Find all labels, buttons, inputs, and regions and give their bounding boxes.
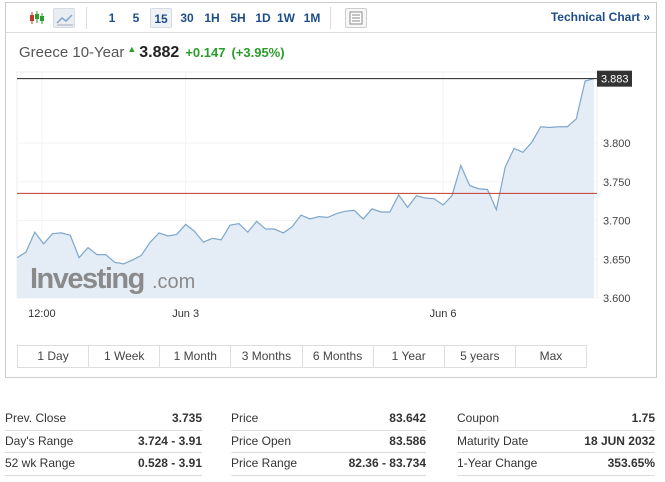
stat-value: 82.36 - 83.734 — [348, 456, 426, 470]
stat-row: Maturity Date 18 JUN 2032 — [457, 431, 655, 453]
range-6-months[interactable]: 6 Months — [303, 346, 374, 367]
y-tick-label: 3.700 — [603, 216, 631, 228]
stat-label: Price Open — [231, 433, 292, 448]
instrument-name: Greece 10-Year — [19, 44, 125, 61]
candlestick-icon[interactable] — [26, 8, 48, 28]
investing-logo: Investing — [30, 263, 144, 295]
stat-row: Price Range 82.36 - 83.734 — [231, 453, 426, 476]
stat-label: Maturity Date — [457, 433, 529, 448]
stat-row: 1-Year Change 353.65% — [457, 453, 655, 476]
stat-row: Price Open 83.586 — [231, 431, 426, 453]
stat-value: 0.528 - 3.91 — [137, 456, 202, 470]
price-change: +0.147 — [185, 45, 226, 60]
time-range-selector: 1 Day 1 Week 1 Month 3 Months 6 Months 1 Year… — [17, 345, 587, 368]
x-tick-label: Jun 3 — [172, 308, 199, 320]
y-tick-label: 3.650 — [603, 254, 631, 266]
stat-value: 83.642 — [389, 411, 426, 425]
price-change-percent: (+3.95%) — [231, 45, 285, 60]
current-price-label: 3.883 — [601, 74, 629, 86]
stat-row: Day's Range 3.724 - 3.91 — [5, 431, 202, 453]
table-view-icon[interactable] — [345, 8, 367, 28]
last-price: 3.882 — [139, 44, 180, 61]
y-tick-label: 3.600 — [603, 293, 631, 305]
investing-logo: .com — [152, 271, 195, 293]
y-tick-label: 3.750 — [603, 177, 631, 189]
stat-label: Coupon — [457, 411, 500, 425]
price-line — [16, 78, 595, 265]
range-1-month[interactable]: 1 Month — [160, 346, 232, 367]
interval-5H[interactable]: 5H — [230, 11, 246, 25]
interval-1[interactable]: 1 — [108, 11, 116, 25]
stat-value: 1.75 — [631, 411, 655, 425]
range-3-months[interactable]: 3 Months — [231, 346, 303, 367]
interval-5[interactable]: 5 — [132, 11, 140, 25]
y-tick-label: 3.800 — [603, 138, 631, 150]
stat-row: Prev. Close 3.735 — [5, 408, 202, 431]
stat-value: 18 JUN 2032 — [584, 433, 655, 448]
interval-1H[interactable]: 1H — [204, 11, 220, 25]
stat-value: 353.65% — [607, 456, 655, 470]
stat-row: Coupon 1.75 — [457, 408, 655, 431]
stat-value: 3.735 — [171, 411, 202, 425]
price-area — [17, 78, 594, 298]
interval-1M[interactable]: 1M — [303, 11, 321, 25]
interval-30[interactable]: 30 — [180, 11, 194, 25]
range-1-week[interactable]: 1 Week — [89, 346, 161, 367]
stat-label: Prev. Close — [5, 411, 67, 425]
interval-1D[interactable]: 1D — [255, 11, 271, 25]
quote-header: Greece 10-Year ▲ 3.882 +0.147 (+3.95%) — [19, 44, 285, 62]
price-chart[interactable]: 3.600 3.650 3.700 3.750 3.800 12:00 Jun 3 Jun 6… — [0, 0, 665, 340]
stats-column: Coupon 1.75 Maturity Date 18 JUN 2032 1-Year… — [457, 408, 655, 476]
line-chart-icon[interactable] — [53, 8, 75, 28]
stat-value: 3.724 - 3.91 — [137, 433, 202, 448]
stat-row: Price 83.642 — [231, 408, 426, 431]
stat-label: 52 wk Range — [5, 456, 76, 470]
stat-value: 83.586 — [389, 433, 426, 448]
chart-widget: 1 5 15 30 1H 5H 1D 1W 1M Technical Chart » Greec… — [5, 2, 657, 378]
range-1-year[interactable]: 1 Year — [374, 346, 445, 367]
technical-chart-link[interactable]: Technical Chart » — [550, 10, 650, 24]
stat-row: 52 wk Range 0.528 - 3.91 — [5, 453, 202, 476]
range-5-years[interactable]: 5 years — [445, 346, 516, 367]
interval-15[interactable]: 15 — [150, 8, 172, 28]
range-1-day[interactable]: 1 Day — [18, 346, 90, 367]
x-tick-label: Jun 6 — [430, 308, 457, 320]
stat-label: Price — [231, 411, 259, 425]
stat-label: 1-Year Change — [457, 456, 538, 470]
stat-label: Price Range — [231, 456, 298, 470]
x-tick-label: 12:00 — [28, 308, 56, 320]
range-max[interactable]: Max — [539, 349, 563, 363]
divider — [330, 7, 331, 29]
current-price-badge — [597, 70, 632, 87]
up-arrow-icon: ▲ — [127, 44, 137, 54]
interval-1W[interactable]: 1W — [277, 11, 295, 25]
chart-toolbar: 1 5 15 30 1H 5H 1D 1W 1M Technical Chart » — [6, 3, 656, 33]
stats-column: Prev. Close 3.735 Day's Range 3.724 - 3.91 5… — [5, 408, 202, 476]
divider — [86, 7, 87, 29]
stat-label: Day's Range — [5, 433, 74, 448]
stats-column: Price 83.642 Price Open 83.586 Price Range 82… — [231, 408, 426, 476]
